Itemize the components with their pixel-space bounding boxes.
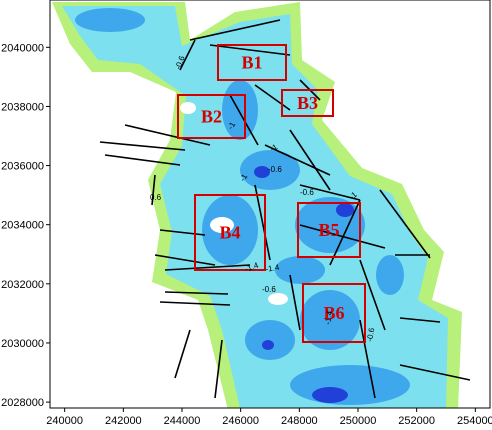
y-tick-label: 2032000 [1, 279, 44, 291]
contour-label: -1.4 [265, 263, 281, 274]
x-tick-label: 250000 [340, 415, 377, 427]
x-tick-label: 240000 [46, 415, 83, 427]
y-tick-label: 2038000 [1, 101, 44, 113]
x-tick-label: 254000 [457, 415, 492, 427]
contour-label: -1 [226, 120, 238, 131]
contour-labels: -0.6-1-1.4-1-0.6-1-0.60.6 -1-1.4-0.6-1.4-… [150, 54, 376, 342]
x-tick-label: 252000 [398, 415, 435, 427]
contour-label: -1 [238, 172, 250, 183]
region-box [177, 94, 246, 139]
contour-label: -1.4 [323, 310, 334, 326]
region-label: B3 [297, 93, 318, 113]
region-box [217, 44, 287, 81]
x-tick-label: 242000 [105, 415, 142, 427]
plot-frame [49, 0, 491, 409]
contour-label: -0.6 [365, 327, 376, 343]
y-tick-label: 2034000 [1, 220, 44, 232]
y-tick-label: 2036000 [1, 161, 44, 173]
x-tick-label: 246000 [222, 415, 259, 427]
y-tick-label: 2028000 [1, 397, 44, 409]
region-box [297, 202, 361, 258]
region-box [302, 283, 366, 343]
y-tick-label: 2030000 [1, 338, 44, 350]
region-label: B1 [241, 53, 262, 73]
region-box [281, 89, 334, 117]
contour-label: 0.6 [150, 193, 162, 202]
contour-label: -0.6 [262, 285, 276, 294]
contour-label: -1 [269, 142, 280, 154]
lineaments [99, 19, 471, 399]
region-label: B5 [318, 220, 339, 240]
contour-label: -0.6 [300, 188, 314, 197]
region-box [194, 194, 266, 271]
contour-field [52, 2, 462, 408]
region-label: B6 [323, 303, 344, 323]
y-tick-label: 2040000 [1, 42, 44, 54]
contour-label: -1 [348, 190, 360, 202]
contour-label: -0.6 [268, 165, 282, 174]
x-tick-label: 248000 [281, 415, 318, 427]
boxes: B1 B2 B3 B4 B5 B6 [177, 44, 366, 343]
region-label: B4 [219, 223, 240, 243]
ticks: 240000 242000 244000 246000 248000 250000 2520… [1, 42, 492, 427]
region-label: B2 [201, 107, 222, 127]
x-tick-label: 244000 [164, 415, 201, 427]
